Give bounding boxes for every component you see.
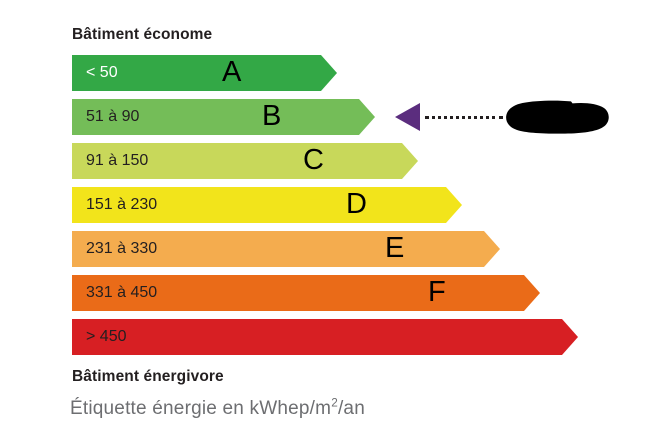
unit-caption-suffix: /an [337, 398, 365, 419]
bar-arrow-shape-e [72, 231, 500, 267]
energy-grade-bar-e: 231 à 330 E [72, 231, 500, 267]
bar-arrow-shape-f [72, 275, 540, 311]
bottom-caption-energy-hungry-building: Bâtiment énergivore [72, 368, 224, 385]
top-caption-economical-building: Bâtiment économe [72, 26, 213, 43]
bar-arrow-shape-d [72, 187, 462, 223]
bar-arrow-shape-b [72, 99, 375, 135]
energy-grade-bar-g: > 450 [72, 319, 578, 355]
unit-caption-prefix: Étiquette énergie en kWhep/m [70, 398, 332, 419]
bar-arrow-shape-c [72, 143, 418, 179]
unit-caption: Étiquette énergie en kWhep/m2/an [70, 396, 365, 420]
bar-arrow-shape-g [72, 319, 578, 355]
energy-grade-bar-a: < 50 A [72, 55, 337, 91]
energy-grade-bar-d: 151 à 230 D [72, 187, 462, 223]
bar-arrow-shape-a [72, 55, 337, 91]
energy-grade-bar-c: 91 à 150 C [72, 143, 418, 179]
energy-grade-bar-f: 331 à 450 F [72, 275, 540, 311]
unit-caption-superscript: 2 [331, 396, 338, 410]
energy-grade-bar-b: 51 à 90 B [72, 99, 375, 135]
